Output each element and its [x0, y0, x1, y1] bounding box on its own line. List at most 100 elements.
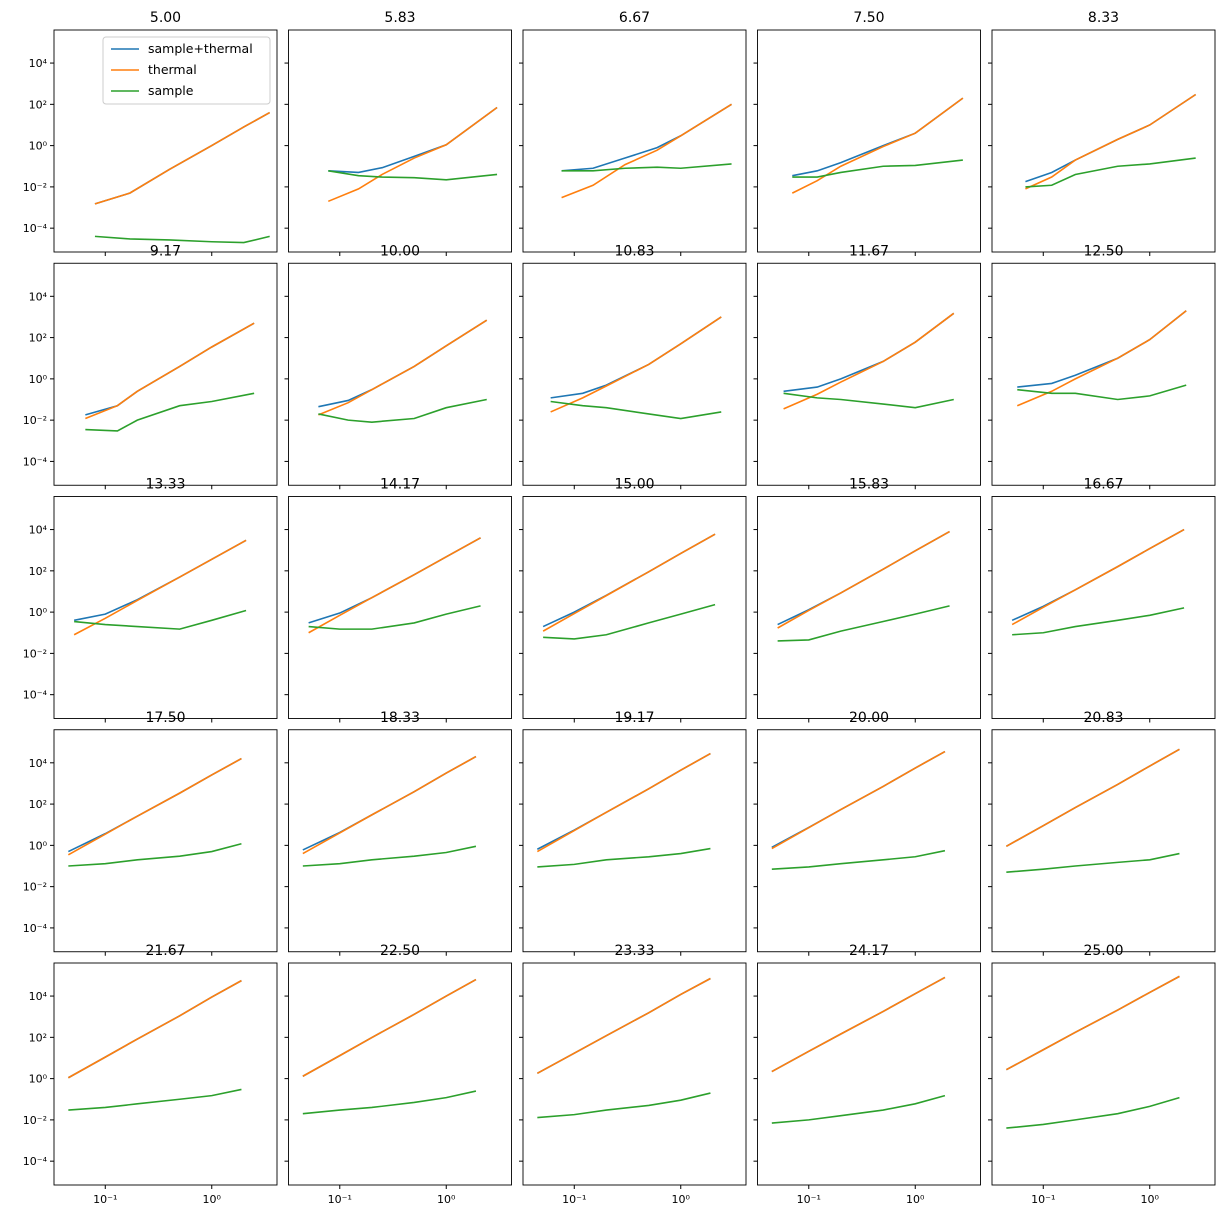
series-line	[94, 235, 270, 244]
axes-frame	[522, 29, 747, 253]
legend-label: sample+thermal	[148, 41, 253, 56]
y-tick-label: 10²	[29, 798, 47, 811]
panel-title: 7.50	[853, 10, 884, 26]
series-line	[771, 750, 946, 850]
x-tick-label: 10⁰	[906, 1193, 925, 1206]
legend-box	[102, 36, 271, 105]
axes-frame	[53, 729, 278, 953]
series-line	[536, 977, 711, 1075]
axes-background	[523, 729, 746, 952]
series-line	[85, 392, 255, 432]
axes-background	[54, 963, 277, 1185]
series-line	[1006, 1096, 1180, 1129]
series-line	[68, 842, 242, 867]
series-line	[1025, 93, 1197, 190]
axes-background	[992, 30, 1215, 252]
y-tick-label: 10⁻⁴	[23, 455, 48, 468]
panel-title: 16.67	[1083, 477, 1123, 493]
series-line	[783, 392, 954, 409]
series-line	[94, 111, 271, 205]
series-line	[771, 976, 946, 1073]
axes-frame	[991, 262, 1216, 486]
series-line	[777, 605, 950, 642]
axes-background	[54, 729, 277, 952]
axes-background	[992, 263, 1215, 486]
axes-background	[757, 496, 981, 719]
series-line	[537, 847, 711, 868]
axes-frame	[757, 729, 981, 953]
series-line	[74, 609, 247, 630]
axes-frame	[53, 496, 278, 719]
x-tick-label: 10⁻¹	[93, 1193, 117, 1206]
axes-background	[288, 496, 512, 719]
panel-title: 15.00	[614, 477, 654, 493]
series-line	[67, 979, 242, 1079]
panel-title: 9.17	[150, 243, 181, 259]
legend-label: sample	[148, 83, 194, 98]
panel-title: 6.67	[619, 10, 650, 26]
y-tick-label: 10²	[29, 98, 47, 111]
axes-frame	[288, 496, 512, 719]
panel-title: 18.33	[380, 710, 420, 726]
axes-background	[523, 496, 746, 719]
x-tick-label: 10⁰	[203, 1193, 222, 1206]
series-line	[73, 539, 247, 636]
axes-background	[523, 263, 746, 486]
panel-title: 15.83	[849, 477, 889, 493]
x-tick-label: 10⁰	[1141, 1193, 1160, 1206]
panel-title: 5.00	[150, 10, 181, 26]
series-line	[777, 530, 950, 629]
axes-frame	[288, 729, 512, 953]
axes-background	[992, 496, 1215, 719]
series-line	[771, 849, 946, 870]
x-tick-label: 10⁻¹	[562, 1193, 586, 1206]
y-tick-label: 10⁻²	[23, 881, 47, 894]
y-tick-label: 10⁰	[29, 373, 48, 386]
panel-title: 23.33	[614, 943, 654, 959]
series-line	[328, 170, 498, 181]
axes-background	[757, 30, 981, 252]
series-line	[561, 163, 732, 172]
y-tick-label: 10⁻⁴	[23, 689, 48, 702]
axes-background	[757, 263, 981, 486]
y-tick-label: 10²	[29, 332, 47, 345]
series-line	[1006, 852, 1180, 874]
axes-frame	[522, 729, 747, 953]
axes-frame	[991, 962, 1216, 1186]
axes-frame	[288, 262, 512, 486]
panel-title: 24.17	[849, 943, 889, 959]
axes-frame	[53, 262, 278, 486]
series-line	[302, 845, 477, 867]
axes-background	[54, 496, 277, 719]
series-line	[537, 1092, 711, 1119]
y-tick-label: 10⁻²	[23, 414, 47, 427]
axes-background	[288, 30, 512, 252]
series-line	[308, 605, 481, 630]
series-line	[302, 1090, 477, 1115]
x-tick-label: 10⁻¹	[797, 1193, 821, 1206]
y-tick-label: 10²	[29, 565, 47, 578]
series-line	[771, 1094, 946, 1124]
panel-title: 10.00	[380, 243, 420, 259]
axes-frame	[53, 29, 278, 253]
series-line	[543, 603, 716, 640]
panel-title: 25.00	[1083, 943, 1123, 959]
axes-frame	[522, 262, 747, 486]
panel-title: 12.50	[1083, 243, 1123, 259]
axes-frame	[757, 962, 981, 1186]
series-line	[85, 322, 255, 420]
axes-frame	[757, 262, 981, 486]
axes-background	[757, 963, 981, 1185]
y-tick-label: 10⁰	[29, 839, 48, 852]
panel-title: 22.50	[380, 943, 420, 959]
y-tick-label: 10⁻⁴	[23, 922, 48, 935]
y-tick-label: 10⁴	[29, 990, 48, 1003]
panel-title: 5.83	[384, 10, 415, 26]
series-line	[1016, 310, 1187, 407]
axes-frame	[991, 29, 1216, 253]
axes-frame	[288, 962, 512, 1186]
series-line	[550, 400, 722, 420]
panel-title: 20.00	[849, 710, 889, 726]
axes-frame	[288, 29, 512, 253]
legend-label: thermal	[148, 62, 197, 77]
